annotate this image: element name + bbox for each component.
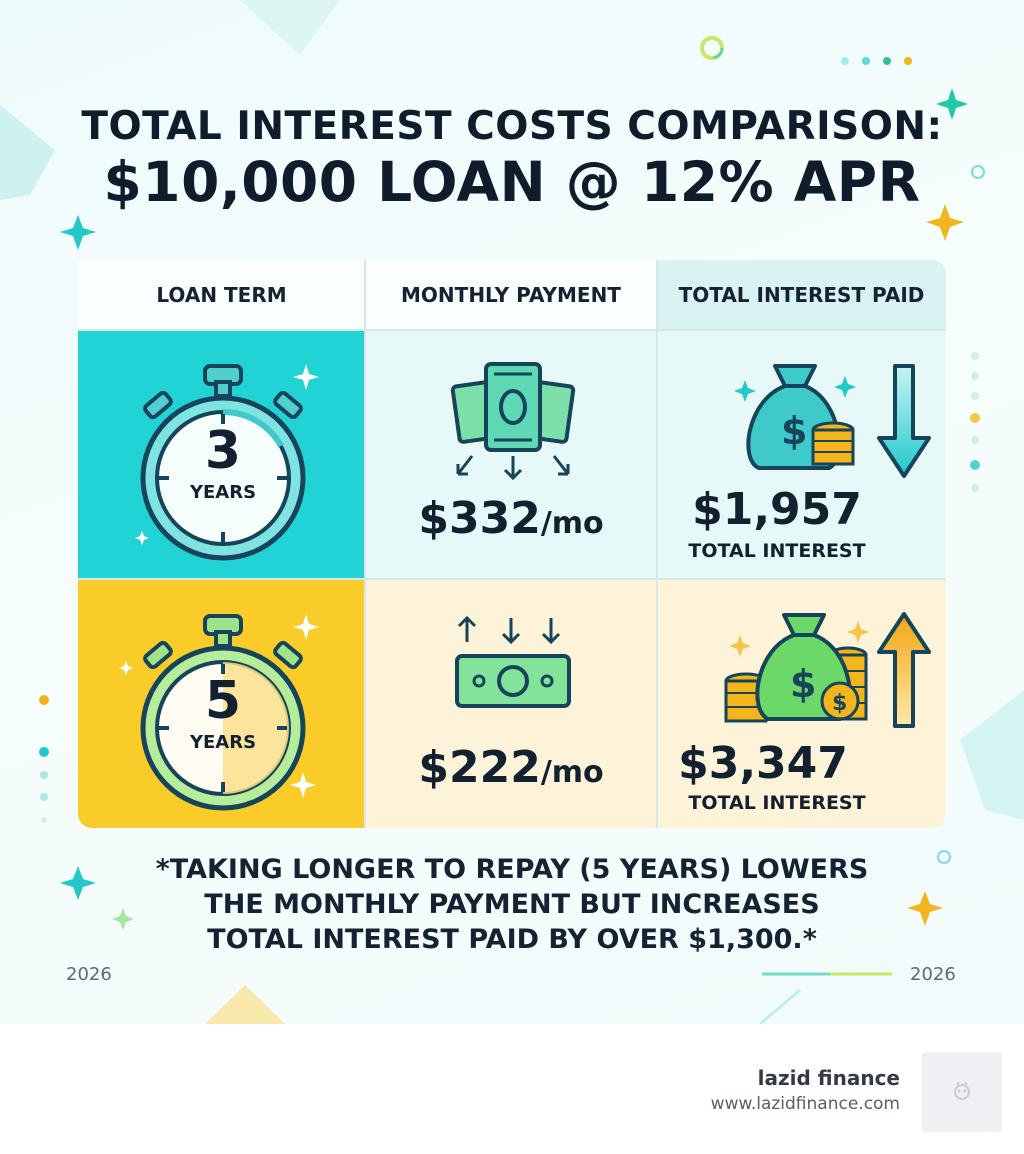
title-line-2: $10,000 LOAN @ 12% APR xyxy=(103,150,921,214)
owl-icon xyxy=(954,1081,970,1100)
cash-icon xyxy=(455,654,571,708)
arrow-up-icon xyxy=(877,612,931,728)
header-loan-term: LOAN TERM xyxy=(78,260,365,330)
grid-line xyxy=(364,260,366,828)
money-bag-icon: $ xyxy=(734,364,856,470)
grid-line xyxy=(78,578,946,580)
row-2-interest-label: TOTAL INTEREST xyxy=(688,792,866,814)
sparkle-icon xyxy=(293,364,319,390)
svg-text:$: $ xyxy=(832,691,847,716)
grid-line xyxy=(656,260,658,828)
row-1-payment-unit: /mo xyxy=(540,506,604,541)
row-1-term-unit: YEARS xyxy=(189,482,257,503)
row-1-payment-amount: $332 xyxy=(418,493,541,544)
cash-icon xyxy=(450,362,576,452)
brand-name: lazid finance xyxy=(757,1066,900,1090)
sparkle-icon xyxy=(119,661,133,675)
sparkle-icon xyxy=(293,614,319,640)
row-2-interest-amount: $3,347 xyxy=(678,738,848,789)
stopwatch-icon xyxy=(140,364,306,561)
background-decoration xyxy=(0,0,1024,1024)
row-2-payment-unit: /mo xyxy=(540,755,604,790)
year-right: 2026 xyxy=(910,964,956,985)
brand-block: lazid finance www.lazidfinance.com xyxy=(711,1066,900,1114)
sparkle-icon xyxy=(290,772,316,798)
title-line-1: TOTAL INTEREST COSTS COMPARISON: xyxy=(81,104,943,149)
footnote-line-3: TOTAL INTEREST PAID BY OVER $1,300.* xyxy=(207,924,817,955)
comparison-table: LOAN TERM MONTHLY PAYMENT TOTAL INTEREST… xyxy=(78,260,946,828)
row-2-term-number: 5 xyxy=(204,671,242,731)
arrow-down-icon xyxy=(877,364,931,478)
header-total-interest: TOTAL INTEREST PAID xyxy=(657,260,946,330)
stopwatch-icon xyxy=(140,614,306,811)
row-2-payment-amount: $222 xyxy=(418,742,541,793)
arrow-down-icon xyxy=(456,455,570,481)
footnote-line-2: THE MONTHLY PAYMENT BUT INCREASES xyxy=(204,889,820,920)
sparkle-icon xyxy=(135,531,149,545)
footnote-line-1: *TAKING LONGER TO REPAY (5 YEARS) LOWERS xyxy=(155,854,869,885)
brand-footer: lazid finance www.lazidfinance.com xyxy=(0,1024,1024,1154)
row-1-interest-label: TOTAL INTEREST xyxy=(688,540,866,562)
brand-url[interactable]: www.lazidfinance.com xyxy=(710,1094,900,1114)
row-2-term-unit: YEARS xyxy=(189,732,257,753)
svg-text:$: $ xyxy=(781,409,807,453)
infographic-canvas: TOTAL INTEREST COSTS COMPARISON: $10,000… xyxy=(0,0,1024,1024)
arrow-up-icon xyxy=(457,615,561,645)
money-bag-icon: $ $ xyxy=(724,613,869,723)
svg-text:$: $ xyxy=(790,662,816,706)
row-1-interest-amount: $1,957 xyxy=(692,484,862,535)
brand-logo xyxy=(922,1052,1002,1132)
row-1-term-number: 3 xyxy=(204,421,242,481)
row-1-monthly-payment: $332/mo xyxy=(365,493,657,544)
footnote: *TAKING LONGER TO REPAY (5 YEARS) LOWERS… xyxy=(0,852,1024,957)
grid-line xyxy=(78,329,946,331)
header-monthly-payment: MONTHLY PAYMENT xyxy=(365,260,657,330)
year-left: 2026 xyxy=(66,964,112,985)
row-2-monthly-payment: $222/mo xyxy=(365,742,657,793)
